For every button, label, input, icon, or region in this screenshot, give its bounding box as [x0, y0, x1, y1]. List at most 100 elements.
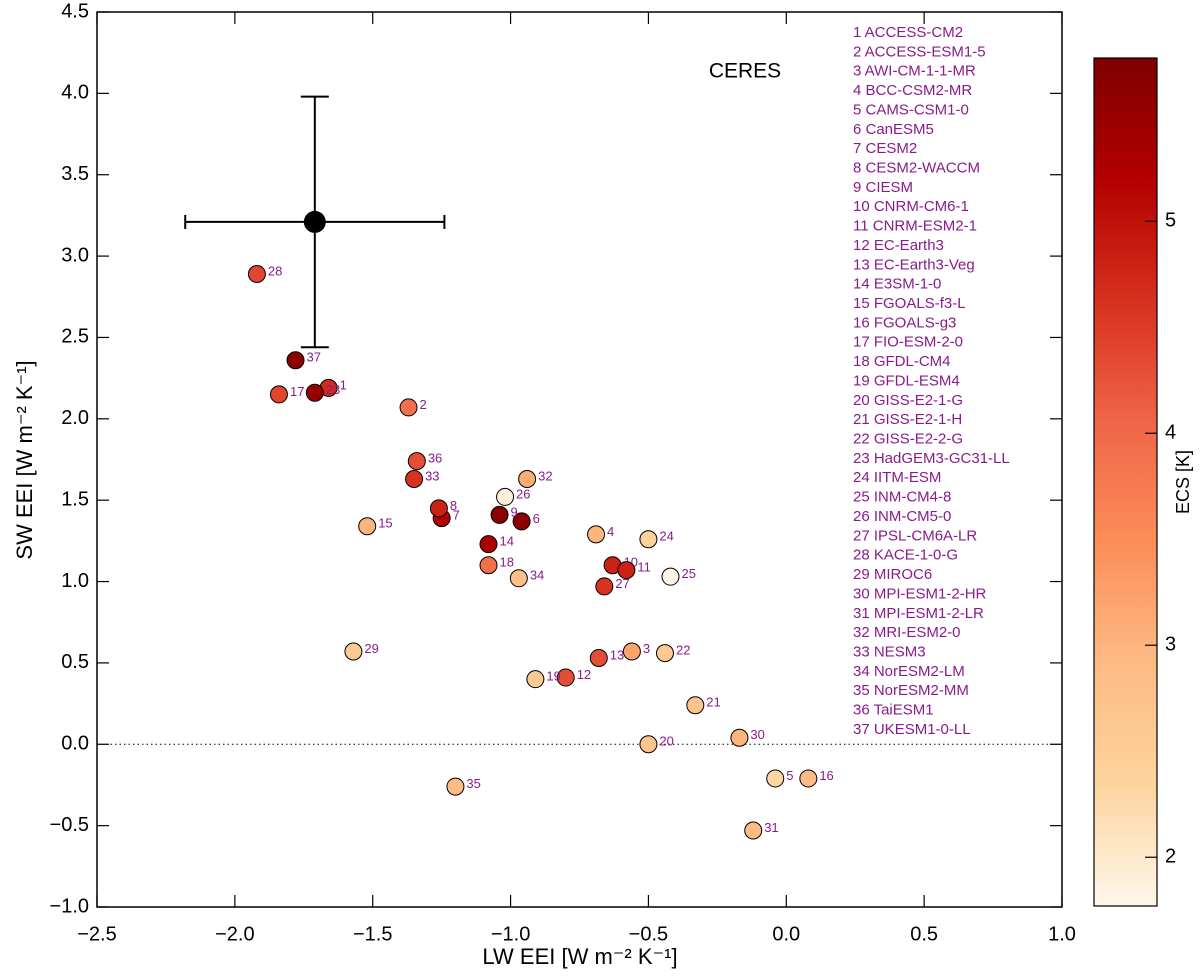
- legend-entry: 10 CNRM-CM6-1: [853, 198, 969, 215]
- x-tick-label: 0.0: [772, 923, 800, 945]
- legend-entry: 33 NESM3: [853, 643, 926, 660]
- point-label: 21: [706, 695, 720, 710]
- model-point: [399, 398, 418, 417]
- legend-entry: 2 ACCESS-ESM1-5: [853, 43, 986, 60]
- point-label: 17: [290, 384, 304, 399]
- model-point: [766, 769, 785, 788]
- point-label: 6: [533, 511, 540, 526]
- point-label: 32: [538, 468, 552, 483]
- legend-entry: 4 BCC-CSM2-MR: [853, 82, 972, 99]
- point-label: 14: [500, 534, 514, 549]
- y-tick-label: 1.5: [61, 488, 89, 510]
- legend-entry: 26 INM-CM5-0: [853, 508, 951, 525]
- point-label: 15: [378, 516, 392, 531]
- model-point: [799, 769, 818, 788]
- colorbar-tick-label: 4: [1165, 422, 1176, 444]
- point-label: 31: [764, 820, 778, 835]
- y-tick-label: 0.0: [61, 733, 89, 755]
- model-point: [305, 383, 324, 402]
- legend-entry: 3 AWI-CM-1-1-MR: [853, 63, 976, 80]
- point-label: 9: [511, 504, 518, 519]
- model-point: [526, 670, 545, 689]
- model-point: [622, 642, 641, 661]
- colorbar: [1093, 57, 1158, 907]
- legend-entry: 12 EC-Earth3: [853, 237, 944, 254]
- point-label: 26: [516, 486, 530, 501]
- x-tick-label: −0.5: [629, 923, 668, 945]
- colorbar-label: ECS [K]: [1173, 450, 1193, 514]
- model-point: [639, 530, 658, 549]
- model-point: [655, 644, 674, 663]
- legend-entry: 18 GFDL-CM4: [853, 353, 951, 370]
- x-axis-label: LW EEI [W m⁻² K⁻¹]: [482, 944, 677, 969]
- point-label: 29: [364, 641, 378, 656]
- y-tick-label: −0.5: [50, 814, 89, 836]
- legend-entry: 22 GISS-E2-2-G: [853, 431, 963, 448]
- model-point: [587, 525, 606, 544]
- point-label: 4: [607, 524, 614, 539]
- legend-entry: 1 ACCESS-CM2: [853, 24, 963, 41]
- model-point: [407, 452, 426, 471]
- legend-entry: 14 E3SM-1-0: [853, 276, 941, 293]
- point-label: 34: [530, 568, 544, 583]
- x-tick-label: 1.0: [1048, 923, 1076, 945]
- model-point: [358, 517, 377, 536]
- model-point: [479, 556, 498, 575]
- point-label: 13: [610, 647, 624, 662]
- point-label: 30: [750, 727, 764, 742]
- model-point: [595, 577, 614, 596]
- legend-entry: 29 MIROC6: [853, 566, 932, 583]
- point-label: 27: [615, 576, 629, 591]
- x-tick-label: −2.5: [77, 923, 116, 945]
- point-label: 25: [681, 566, 695, 581]
- y-axis-label: SW EEI [W m⁻² K⁻¹]: [12, 360, 37, 559]
- model-point: [509, 569, 528, 588]
- y-tick-label: 1.0: [61, 570, 89, 592]
- legend-entry: 13 EC-Earth3-Veg: [853, 256, 975, 273]
- point-label: 18: [500, 555, 514, 570]
- legend-entry: 37 UKESM1-0-LL: [853, 721, 971, 738]
- model-point: [744, 821, 763, 840]
- legend-entry: 25 INM-CM4-8: [853, 489, 951, 506]
- point-label: 11: [637, 560, 651, 575]
- y-tick-label: 4.5: [61, 0, 89, 22]
- legend-entry: 11 CNRM-ESM2-1: [853, 218, 977, 235]
- legend-entry: 24 IITM-ESM: [853, 469, 941, 486]
- observation-point: [303, 210, 326, 233]
- point-label: 5: [786, 768, 793, 783]
- point-label: 8: [450, 498, 457, 513]
- legend-entry: 5 CAMS-CSM1-0: [853, 101, 969, 118]
- y-tick-label: 0.5: [61, 651, 89, 673]
- model-point: [429, 499, 448, 518]
- model-point: [518, 470, 537, 489]
- model-point: [686, 696, 705, 715]
- x-tick-label: −2.0: [215, 923, 254, 945]
- legend-entry: 17 FIO-ESM-2-0: [853, 334, 963, 351]
- legend-entry: 7 CESM2: [853, 140, 917, 157]
- legend-entry: 9 CIESM: [853, 179, 913, 196]
- model-point: [661, 567, 680, 586]
- legend-entry: 20 GISS-E2-1-G: [853, 392, 963, 409]
- legend-entry: 27 IPSL-CM6A-LR: [853, 527, 977, 544]
- legend-entry: 16 FGOALS-g3: [853, 314, 956, 331]
- x-tick-label: −1.0: [491, 923, 530, 945]
- model-point: [496, 487, 515, 506]
- point-label: 33: [425, 468, 439, 483]
- y-tick-label: 4.0: [61, 82, 89, 104]
- model-point: [247, 264, 266, 283]
- y-tick-label: 3.0: [61, 244, 89, 266]
- model-point: [589, 649, 608, 668]
- x-tick-label: −1.5: [353, 923, 392, 945]
- plot-frame: [96, 11, 1063, 908]
- point-label: 35: [466, 776, 480, 791]
- legend-entry: 36 TaiESM1: [853, 702, 934, 719]
- legend-entry: 15 FGOALS-f3-L: [853, 295, 966, 312]
- legend-entry: 34 NorESM2-LM: [853, 663, 965, 680]
- point-label: 37: [307, 350, 321, 365]
- point-label: 22: [676, 643, 690, 658]
- model-point: [490, 505, 509, 524]
- legend-entry: 28 KACE-1-0-G: [853, 547, 958, 564]
- y-tick-label: 2.5: [61, 326, 89, 348]
- legend-entry: 30 MPI-ESM1-2-HR: [853, 585, 987, 602]
